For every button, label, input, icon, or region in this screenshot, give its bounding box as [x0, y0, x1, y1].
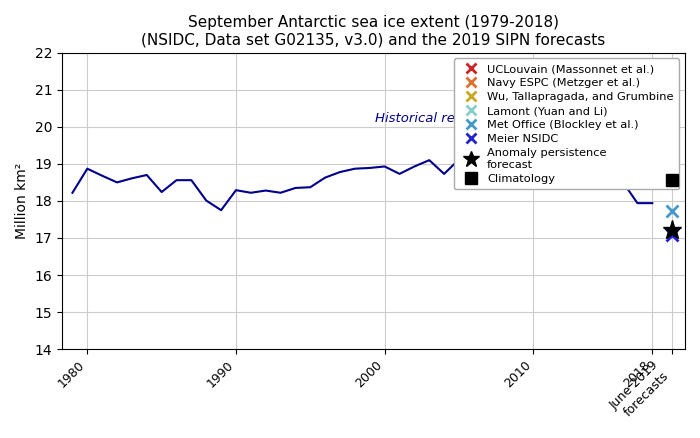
Title: September Antarctic sea ice extent (1979-2018)
(NSIDC, Data set G02135, v3.0) an: September Antarctic sea ice extent (1979… — [141, 15, 606, 47]
Legend: UCLouvain (Massonnet et al.), Navy ESPC (Metzger et al.), Wu, Tallapragada, and : UCLouvain (Massonnet et al.), Navy ESPC … — [454, 58, 679, 189]
Y-axis label: Million km²: Million km² — [15, 163, 29, 239]
Text: Historical record: Historical record — [374, 112, 484, 125]
